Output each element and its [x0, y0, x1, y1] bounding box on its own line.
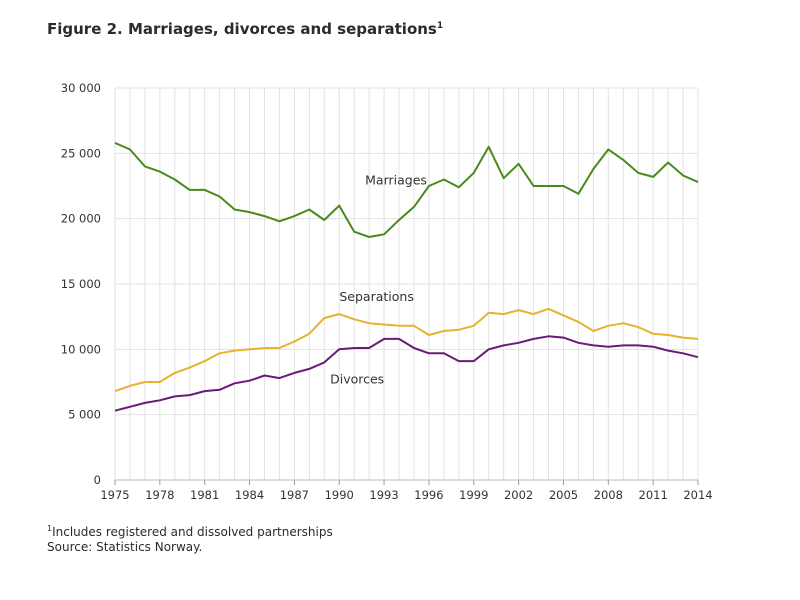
y-tick-label: 15 000: [61, 277, 101, 291]
series-label-separations: Separations: [339, 289, 413, 304]
x-tick-label: 1999: [459, 488, 488, 502]
chart-title-text: Figure 2. Marriages, divorces and separa…: [47, 20, 437, 38]
series-labels: Marriages Separations Divorces: [330, 173, 427, 387]
series-line-divorces: [114, 335, 699, 412]
footnote-marker: 1: [47, 524, 53, 533]
y-tick-label: 30 000: [61, 81, 101, 95]
axes: 0 5 000 10 000 15 000 20 000 25 000 30 000 1975…: [61, 81, 713, 502]
series-lines: [114, 141, 699, 412]
x-tick-label: 1996: [414, 488, 443, 502]
x-tick-label: 2008: [594, 488, 623, 502]
x-tick-label: 2005: [549, 488, 578, 502]
chart-title-footnote-marker: 1: [436, 21, 444, 31]
x-tick-label: 1993: [369, 488, 398, 502]
x-tick-label: 1987: [280, 488, 309, 502]
source-note: Source: Statistics Norway.: [47, 540, 203, 554]
series-line-separations: [114, 307, 699, 393]
y-tick-label: 0: [94, 473, 101, 487]
series-line-marriages: [114, 141, 699, 238]
series-label-divorces: Divorces: [330, 371, 384, 386]
footnote: 1Includes registered and dissolved partn…: [47, 524, 333, 539]
x-tick-label: 1984: [235, 488, 264, 502]
chart-title: Figure 2. Marriages, divorces and separa…: [47, 20, 443, 38]
x-tick-label: 1978: [145, 488, 174, 502]
x-tick-label: 1975: [100, 488, 129, 502]
series-label-marriages: Marriages: [365, 173, 427, 188]
y-tick-label: 5 000: [68, 408, 101, 422]
footnote-text: Includes registered and dissolved partne…: [52, 525, 333, 539]
x-tick-label: 1981: [190, 488, 219, 502]
x-tick-label: 2011: [639, 488, 668, 502]
figure: Figure 2. Marriages, divorces and separa…: [40, 10, 725, 558]
y-tick-label: 10 000: [61, 342, 101, 356]
x-tick-label: 1990: [325, 488, 354, 502]
grid: [114, 87, 699, 481]
x-tick-label: 2002: [504, 488, 533, 502]
y-tick-label: 25 000: [61, 146, 101, 160]
x-tick-label: 2014: [683, 488, 712, 502]
y-tick-label: 20 000: [61, 212, 101, 226]
line-chart: 0 5 000 10 000 15 000 20 000 25 000 30 000 1975…: [61, 81, 713, 502]
